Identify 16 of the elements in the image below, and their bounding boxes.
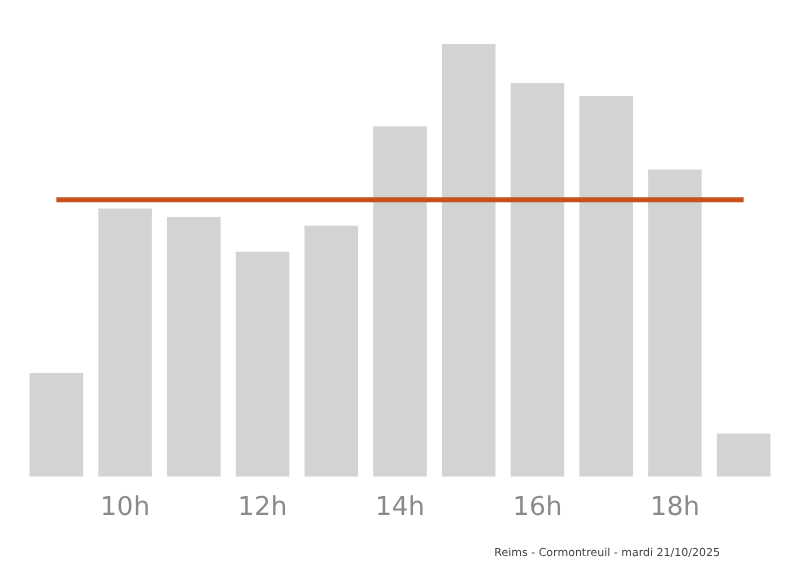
bar — [441, 44, 496, 477]
x-tick-label: 18h — [650, 493, 700, 524]
x-tick-label: 14h — [375, 493, 425, 524]
x-tick-label: 10h — [100, 493, 150, 524]
bar — [510, 82, 565, 477]
bar — [98, 208, 152, 477]
bar — [716, 433, 771, 477]
bar — [167, 217, 221, 477]
x-tick-label: 12h — [237, 493, 288, 524]
bar — [29, 372, 84, 477]
bar — [304, 225, 359, 477]
bar — [648, 169, 702, 477]
bar — [579, 95, 633, 477]
bar — [373, 126, 427, 477]
bar — [235, 251, 290, 477]
x-tick-label: 16h — [512, 493, 563, 524]
